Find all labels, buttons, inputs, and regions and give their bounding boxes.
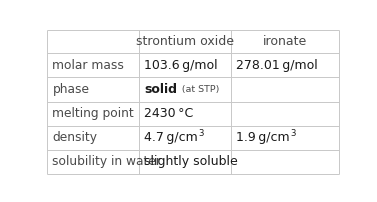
Text: 278.01 g/mol: 278.01 g/mol: [236, 59, 318, 72]
Text: strontium oxide: strontium oxide: [136, 36, 234, 48]
Text: 3: 3: [198, 129, 204, 138]
Text: solubility in water: solubility in water: [52, 155, 161, 168]
Text: (at STP): (at STP): [178, 85, 220, 94]
Text: 103.6 g/mol: 103.6 g/mol: [144, 59, 218, 72]
Text: molar mass: molar mass: [52, 59, 124, 72]
Text: slightly soluble: slightly soluble: [144, 155, 238, 168]
Text: 1.9 g/cm: 1.9 g/cm: [236, 131, 290, 144]
Text: melting point: melting point: [52, 107, 134, 120]
Text: 3: 3: [290, 129, 296, 138]
Text: 4.7 g/cm: 4.7 g/cm: [144, 131, 198, 144]
Text: phase: phase: [52, 83, 89, 96]
Text: density: density: [52, 131, 97, 144]
Text: solid: solid: [144, 83, 178, 96]
Text: 2430 °C: 2430 °C: [144, 107, 194, 120]
Text: ironate: ironate: [263, 36, 307, 48]
